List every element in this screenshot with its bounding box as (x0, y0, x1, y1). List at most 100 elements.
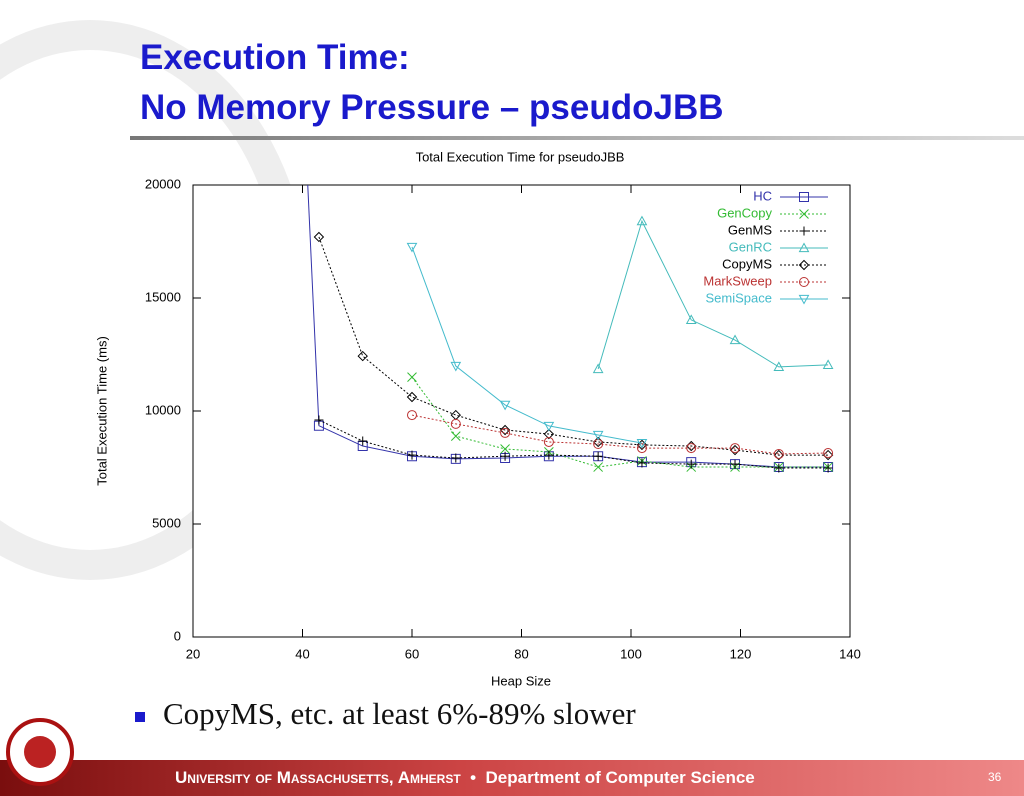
marker (730, 459, 740, 469)
marker (730, 459, 741, 470)
marker (823, 463, 833, 473)
marker (798, 242, 810, 253)
y-tick-label: 0 (174, 628, 181, 643)
marker (636, 438, 648, 449)
y-tick-label: 20000 (145, 176, 181, 191)
footer-text: University of Massachusetts, Amherst • D… (175, 768, 755, 787)
marker (358, 436, 368, 446)
marker (799, 192, 809, 202)
marker (407, 451, 417, 462)
marker (499, 424, 511, 436)
marker (543, 451, 554, 462)
series-line (318, 419, 829, 469)
marker (637, 458, 647, 468)
marker (593, 451, 603, 461)
legend-label: HC (753, 188, 772, 203)
marker (686, 457, 697, 468)
slide-title: No Memory Pressure – pseudoJBB (140, 88, 724, 127)
university-seal (6, 718, 74, 786)
y-tick-label: 15000 (145, 289, 181, 304)
x-tick-label: 40 (295, 646, 309, 661)
marker (686, 459, 696, 469)
marker (730, 443, 741, 454)
x-axis-label: Heap Size (491, 673, 551, 688)
legend-label: GenCopy (717, 205, 772, 220)
marker (407, 372, 417, 382)
marker (773, 448, 784, 459)
slide-title: Execution Time: (140, 38, 410, 77)
marker (774, 463, 784, 473)
marker (636, 443, 647, 454)
series-line (597, 219, 829, 370)
marker (451, 453, 461, 463)
legend-label: GenRC (729, 239, 772, 254)
x-tick-label: 80 (514, 646, 528, 661)
marker (500, 453, 511, 464)
marker (636, 457, 647, 468)
y-axis-label: Total Execution Time (ms) (94, 336, 109, 486)
marker (686, 443, 697, 454)
marker (450, 418, 461, 429)
legend-label: SemiSpace (706, 290, 772, 305)
legend-label: MarkSweep (703, 273, 772, 288)
marker (729, 334, 741, 345)
marker (357, 350, 368, 362)
bullet-marker (135, 711, 145, 722)
footer-university: University of Massachusetts, Amherst (175, 768, 461, 787)
marker (685, 314, 697, 325)
marker (798, 259, 810, 271)
marker (499, 400, 511, 411)
marker (543, 421, 555, 432)
title-rule (130, 136, 1024, 140)
footer-department: Department of Computer Science (485, 768, 755, 787)
x-tick-label: 120 (730, 646, 752, 661)
marker (799, 226, 809, 236)
legend-label: GenMS (728, 222, 772, 237)
x-tick-label: 20 (186, 646, 200, 661)
marker (822, 359, 834, 369)
series-line (318, 236, 829, 456)
marker (823, 448, 834, 459)
chart-title: Total Execution Time for pseudoJBB (416, 149, 625, 164)
marker (450, 431, 461, 441)
marker (636, 439, 648, 451)
footer-band (0, 760, 1024, 796)
marker (450, 361, 462, 372)
marker (407, 450, 417, 460)
series-line (411, 376, 829, 468)
marker (407, 410, 417, 421)
marker (450, 453, 461, 464)
marker (593, 451, 604, 462)
y-tick-label: 10000 (145, 402, 181, 417)
legend-label: CopyMS (722, 256, 772, 271)
marker (592, 430, 604, 441)
page-number: 36 (988, 770, 1002, 784)
marker (314, 415, 324, 425)
bullet-text: CopyMS, etc. at least 6%-89% slower (163, 696, 636, 731)
marker (406, 242, 418, 253)
marker (313, 231, 325, 243)
plot-content (307, 185, 834, 473)
chart: Total Execution Time for pseudoJBB Heap … (94, 149, 861, 688)
series-line (411, 414, 829, 455)
x-tick-label: 100 (620, 646, 642, 661)
y-tick-label: 5000 (152, 515, 181, 530)
marker (799, 277, 809, 287)
marker (500, 451, 510, 461)
marker (592, 363, 604, 374)
marker (543, 428, 555, 440)
bullet: CopyMS, etc. at least 6%-89% slower (135, 696, 636, 732)
marker (500, 444, 510, 454)
marker (406, 391, 418, 403)
marker (636, 215, 648, 226)
x-tick-label: 60 (405, 646, 419, 661)
marker (773, 361, 785, 372)
marker (798, 294, 810, 305)
marker (500, 427, 511, 438)
series-line (411, 246, 643, 444)
marker (544, 450, 554, 460)
marker (593, 462, 604, 472)
x-tick-label: 140 (839, 646, 861, 661)
marker (543, 436, 554, 447)
